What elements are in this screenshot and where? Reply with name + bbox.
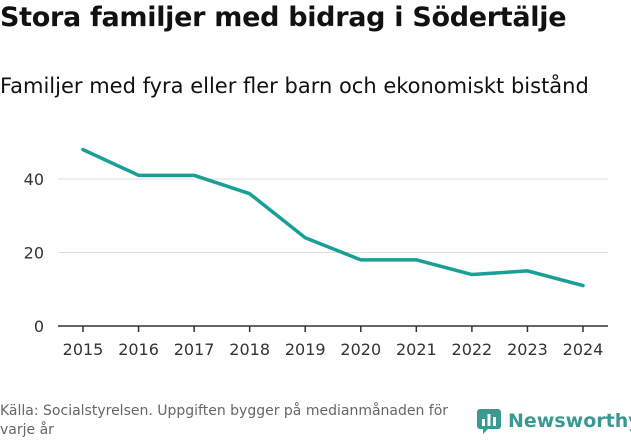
x-tick-label: 2022 xyxy=(452,340,493,359)
source-note: Källa: Socialstyrelsen. Uppgiften bygger… xyxy=(0,403,449,438)
brand-name: Newsworthy xyxy=(508,410,631,432)
data-point xyxy=(303,236,307,240)
data-point xyxy=(359,258,363,262)
data-point xyxy=(81,148,85,152)
chart-subtitle: Familjer med fyra eller fler barn och ek… xyxy=(0,74,589,98)
x-tick-label: 2015 xyxy=(63,340,104,359)
data-point xyxy=(137,173,141,177)
x-tick-label: 2019 xyxy=(285,340,326,359)
data-point xyxy=(414,258,418,262)
data-point xyxy=(525,269,529,273)
data-point xyxy=(192,173,196,177)
x-tick-label: 2020 xyxy=(340,340,381,359)
x-tick-label: 2018 xyxy=(229,340,270,359)
x-tick-label: 2016 xyxy=(118,340,159,359)
x-tick-label: 2024 xyxy=(563,340,604,359)
chart-title: Stora familjer med bidrag i Södertälje xyxy=(0,2,567,33)
x-tick-label: 2021 xyxy=(396,340,437,359)
data-point xyxy=(248,192,252,196)
y-tick-label: 20 xyxy=(24,244,44,263)
x-tick-label: 2017 xyxy=(174,340,215,359)
data-point xyxy=(470,273,474,277)
y-tick-label: 0 xyxy=(34,317,44,336)
x-tick-label: 2023 xyxy=(507,340,548,359)
newsworthy-logo-icon xyxy=(477,409,501,434)
series-line xyxy=(81,147,585,288)
brand-logo: Newsworthy xyxy=(476,408,631,434)
data-point xyxy=(581,284,585,288)
y-tick-label: 40 xyxy=(24,170,44,189)
